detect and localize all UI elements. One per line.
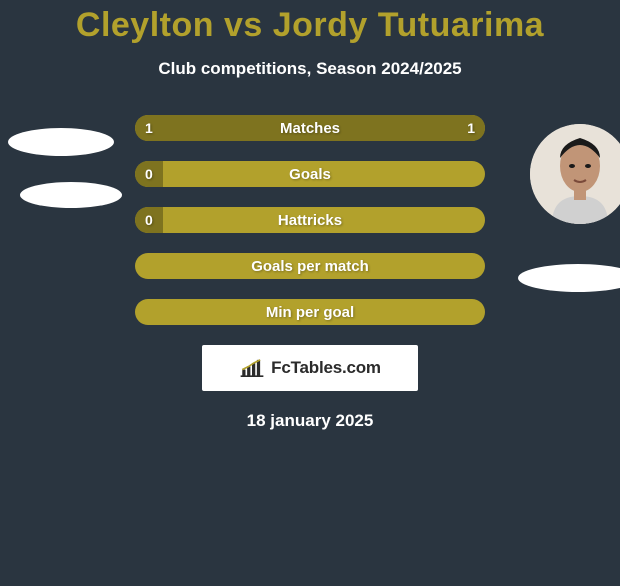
stat-row: Goals0 (135, 161, 485, 187)
date-label: 18 january 2025 (0, 411, 620, 431)
stat-row: Matches1 1 (135, 115, 485, 141)
bar-chart-icon (239, 357, 265, 379)
stat-label: Matches (135, 115, 485, 141)
page-title: Cleylton vs Jordy Tutuarima (0, 6, 620, 45)
stat-value-right: 1 (467, 115, 475, 141)
stat-label: Min per goal (135, 299, 485, 325)
subtitle: Club competitions, Season 2024/2025 (0, 59, 620, 79)
logo-text: FcTables.com (271, 358, 381, 378)
stat-row: Min per goal (135, 299, 485, 325)
stat-value-left: 1 (145, 115, 153, 141)
stat-label: Goals (135, 161, 485, 187)
stat-label: Goals per match (135, 253, 485, 279)
logo-box: FcTables.com (202, 345, 418, 391)
stat-row: Hattricks0 (135, 207, 485, 233)
stat-value-left: 0 (145, 207, 153, 233)
stat-row: Goals per match (135, 253, 485, 279)
stat-value-left: 0 (145, 161, 153, 187)
stats-panel: Matches11Goals0Hattricks0Goals per match… (0, 115, 620, 325)
stat-label: Hattricks (135, 207, 485, 233)
